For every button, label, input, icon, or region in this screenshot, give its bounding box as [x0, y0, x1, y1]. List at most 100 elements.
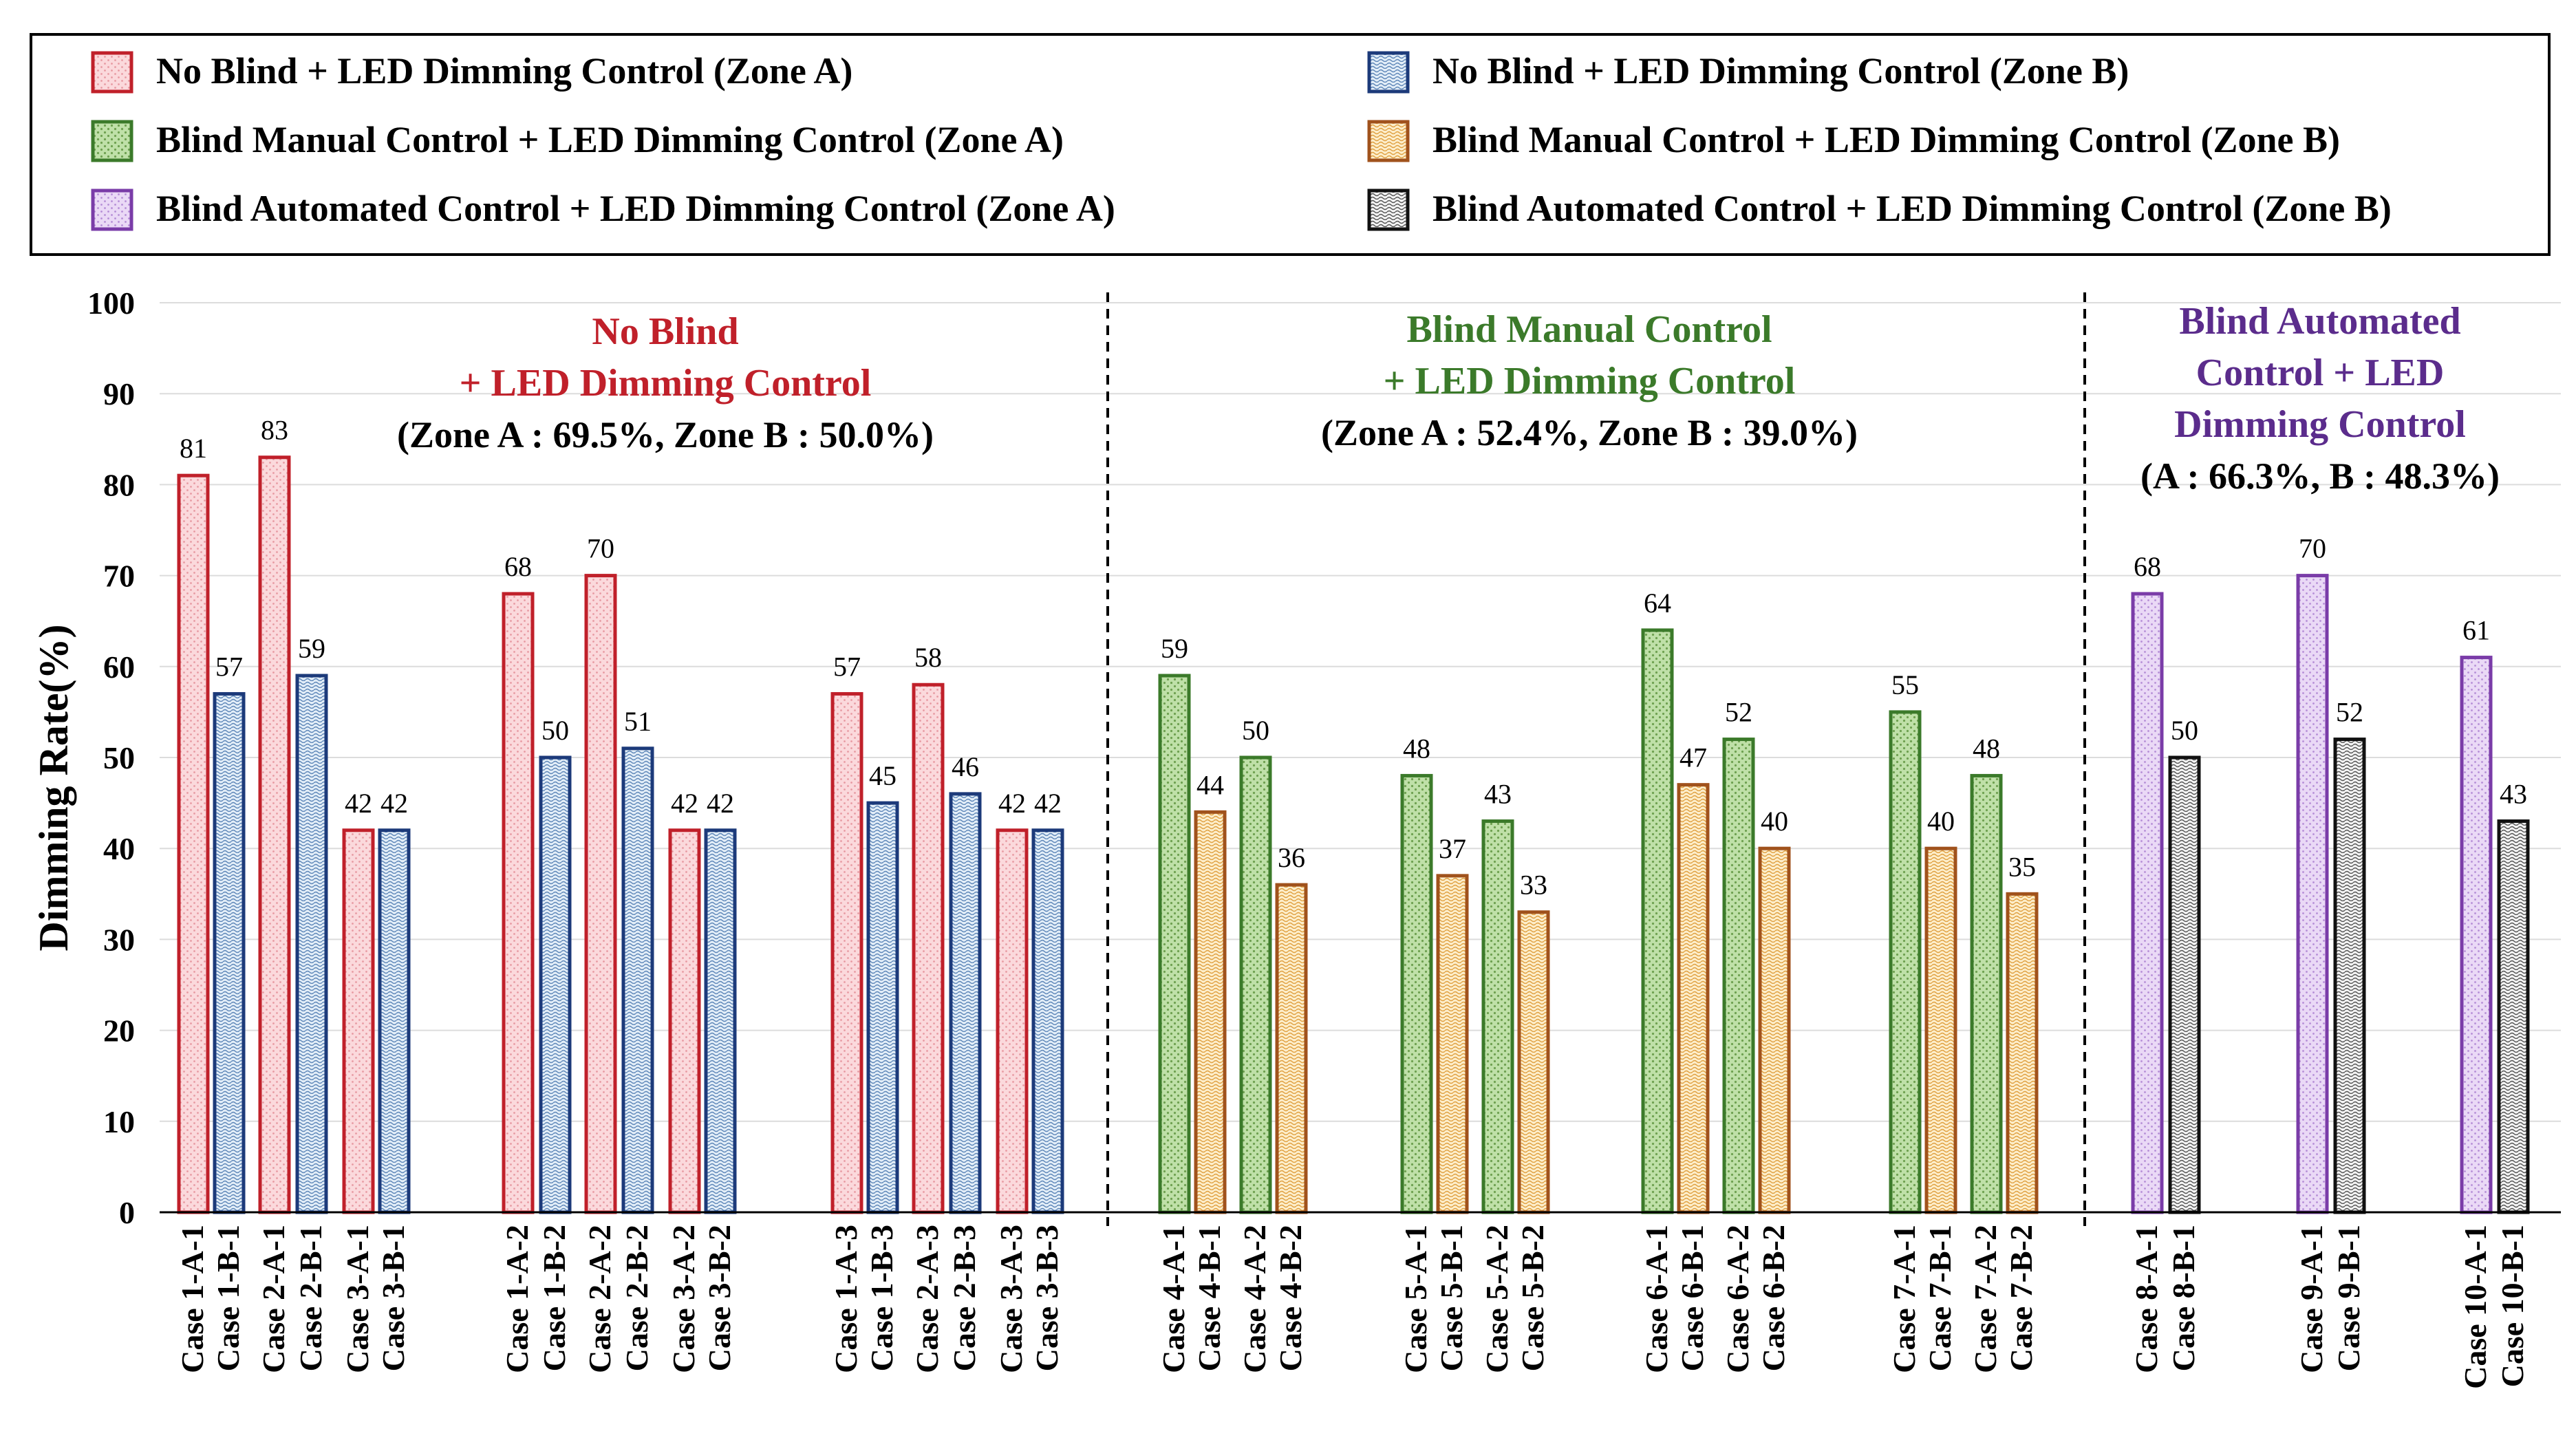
bar-value-label: 43 [1484, 779, 1512, 810]
y-tick-label: 50 [103, 740, 135, 775]
bar-value-label: 42 [1034, 788, 1062, 819]
bar-case-6-b-1 [1677, 783, 1710, 1214]
y-tick-label: 30 [103, 922, 135, 957]
x-tick-label: Case 1-B-1 [211, 1225, 246, 1371]
legend-label-bm-a: Blind Manual Control + LED Dimming Contr… [156, 119, 1064, 160]
x-tick-label: Case 9-A-1 [2294, 1225, 2329, 1373]
bar-case-6-a-2 [1722, 738, 1755, 1214]
bar-value-label: 51 [624, 706, 652, 737]
section-summary: (Zone A : 69.5%, Zone B : 50.0%) [397, 414, 934, 455]
bar-value-label: 61 [2462, 615, 2490, 646]
x-tick-label: Case 2-B-2 [619, 1225, 654, 1371]
bar-case-2-b-1 [295, 674, 328, 1214]
y-tick-label: 70 [103, 559, 135, 594]
bar-value-label: 81 [180, 433, 207, 464]
bar-value-label: 42 [345, 788, 372, 819]
bar-case-1-a-3 [830, 691, 863, 1214]
y-tick-label: 90 [103, 376, 135, 411]
section-title-1: No Blind + LED Dimming Control (Zone A : 6… [397, 310, 934, 455]
bar-case-1-b-2 [539, 755, 572, 1214]
bar-case-6-a-1 [1641, 628, 1674, 1214]
bar-value-label: 40 [1927, 806, 1955, 837]
section-title-line: Blind Automated [2179, 300, 2460, 343]
bar-case-2-b-2 [621, 746, 654, 1214]
x-tick-label: Case 4-B-2 [1273, 1225, 1308, 1371]
bar-case-4-b-1 [1194, 810, 1227, 1214]
x-tick-label: Case 4-A-1 [1156, 1225, 1191, 1373]
bar-case-6-b-2 [1758, 846, 1791, 1214]
bar-value-label: 68 [2134, 551, 2161, 582]
x-tick-label: Case 7-B-1 [1922, 1225, 1957, 1371]
bar-case-2-a-3 [912, 682, 945, 1214]
legend-label-ba-b: Blind Automated Control + LED Dimming Co… [1432, 188, 2392, 229]
legend-label-nb-b: No Blind + LED Dimming Control (Zone B) [1432, 50, 2129, 92]
x-tick-label: Case 3-A-1 [340, 1225, 375, 1373]
x-tick-label: Case 6-A-2 [1720, 1225, 1755, 1373]
x-tick-label: Case 10-A-1 [2458, 1225, 2493, 1389]
legend-label-ba-a: Blind Automated Control + LED Dimming Co… [156, 188, 1115, 229]
bar-case-2-b-3 [949, 792, 982, 1214]
bar-value-label: 64 [1644, 588, 1671, 619]
bar-case-3-b-3 [1031, 828, 1064, 1214]
x-tick-label: Case 5-B-1 [1434, 1225, 1469, 1371]
section-title-line: No Blind [592, 310, 738, 353]
x-tick-label: Case 1-A-3 [828, 1225, 863, 1373]
section-title-3: Blind Automated Control + LED Dimming Cont… [2140, 300, 2500, 497]
bar-value-label: 70 [587, 533, 614, 564]
bar-value-label: 43 [2500, 779, 2527, 810]
bar-value-label: 59 [298, 633, 325, 664]
bar-case-1-a-1 [177, 473, 210, 1214]
section-summary: (Zone A : 52.4%, Zone B : 39.0%) [1321, 412, 1858, 453]
bar-value-label: 58 [914, 642, 942, 673]
legend-swatch-ba-b [1367, 189, 1410, 231]
x-tick-label: Case 5-B-2 [1515, 1225, 1550, 1371]
bar-value-label: 59 [1161, 633, 1188, 664]
legend-border [30, 33, 2551, 256]
bar-case-7-b-2 [2006, 892, 2039, 1214]
bar-value-label: 50 [2171, 715, 2198, 746]
bar-case-3-b-2 [704, 828, 737, 1214]
x-tick-label: Case 3-B-2 [702, 1225, 737, 1371]
bar-value-label: 57 [215, 651, 243, 682]
x-tick-label: Case 2-A-1 [256, 1225, 291, 1373]
x-tick-label: Case 3-A-3 [994, 1225, 1029, 1373]
bar-value-label: 42 [707, 788, 734, 819]
bar-value-label: 70 [2299, 533, 2326, 564]
y-tick-label: 20 [103, 1013, 135, 1049]
bar-case-8-b-1 [2168, 755, 2201, 1214]
x-tick-label: Case 4-A-2 [1237, 1225, 1272, 1373]
bar-case-9-b-1 [2333, 738, 2366, 1214]
bar-case-7-b-1 [1924, 846, 1957, 1214]
x-tick-label: Case 5-A-2 [1479, 1225, 1514, 1373]
bar-value-label: 42 [671, 788, 698, 819]
x-tick-label: Case 1-A-1 [175, 1225, 210, 1373]
bar-value-label: 52 [1725, 697, 1752, 728]
bar-case-3-b-1 [378, 828, 411, 1214]
x-tick-label: Case 7-A-2 [1968, 1225, 2003, 1373]
bar-value-label: 45 [869, 760, 897, 791]
x-tick-label: Case 10-B-1 [2495, 1225, 2530, 1387]
bar-value-label: 50 [541, 715, 569, 746]
legend-swatch-bm-b [1367, 120, 1410, 162]
x-tick-label: Case 8-A-1 [2129, 1225, 2164, 1373]
legend: No Blind + LED Dimming Control (Zone A) N… [30, 33, 2551, 256]
y-tick-label: 80 [103, 467, 135, 502]
bar-case-7-a-2 [1970, 773, 2003, 1214]
section-summary: (A : 66.3%, B : 48.3%) [2140, 455, 2500, 497]
section-annotations: No Blind + LED Dimming Control (Zone A : 6… [397, 292, 2500, 1226]
bar-case-5-a-2 [1481, 819, 1514, 1214]
x-tick-label: Case 2-B-3 [947, 1225, 982, 1371]
bar-case-1-a-2 [502, 592, 535, 1214]
x-tick-label: Case 6-A-1 [1639, 1225, 1674, 1373]
legend-item-ba-a: Blind Automated Control + LED Dimming Co… [91, 188, 1115, 231]
bar-case-4-b-2 [1275, 883, 1308, 1214]
bars: 81 Case 1-A-1 57 Case 1-B-1 83 Case 2-A-1 59 Ca… [175, 415, 2530, 1389]
x-tick-label: Case 9-B-1 [2331, 1225, 2366, 1371]
bar-case-7-a-1 [1889, 710, 1922, 1214]
bar-case-8-a-1 [2131, 592, 2164, 1214]
bar-value-label: 46 [952, 751, 979, 782]
section-title-line: + LED Dimming Control [460, 362, 872, 405]
y-tick-label: 10 [103, 1104, 135, 1139]
bar-case-5-b-2 [1517, 910, 1550, 1214]
x-tick-label: Case 6-B-2 [1756, 1225, 1791, 1371]
